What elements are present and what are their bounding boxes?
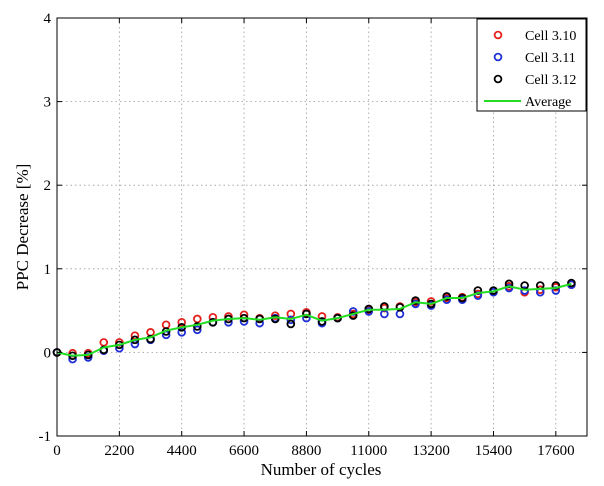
legend-label: Cell 3.10 xyxy=(525,29,576,44)
data-point xyxy=(146,334,155,344)
legend-marker xyxy=(493,52,503,62)
data-point xyxy=(192,322,202,331)
x-tick-label: 6600 xyxy=(229,443,259,459)
data-point xyxy=(286,309,296,319)
y-tick-label: 3 xyxy=(44,95,52,111)
axis-ticks: 0 2200 4400 6600 8800 11000 13200 15400 17600-10… xyxy=(39,11,587,459)
plot-frame xyxy=(56,17,588,437)
x-tick-label: 0 xyxy=(53,443,61,459)
legend-entry: Cell 3.11 xyxy=(493,51,576,66)
plot-series xyxy=(52,278,576,364)
data-point xyxy=(442,292,452,301)
y-tick-label: 2 xyxy=(44,178,52,194)
data-point xyxy=(177,328,187,337)
x-axis-label: Number of cycles xyxy=(261,460,382,479)
data-point xyxy=(286,315,296,325)
data-point xyxy=(567,278,576,288)
legend-entry: Cell 3.10 xyxy=(493,29,576,44)
legend-label: Average xyxy=(525,95,571,110)
x-tick-label: 8800 xyxy=(291,443,321,459)
y-tick-label: 1 xyxy=(44,262,52,278)
legend-marker xyxy=(493,74,503,84)
x-tick-label: 4400 xyxy=(167,443,197,459)
legend-label: Cell 3.11 xyxy=(525,51,576,66)
data-point xyxy=(302,309,311,319)
series-cell-3-12 xyxy=(52,278,576,361)
legend-entry: Average xyxy=(484,95,571,110)
series-cell-3-11 xyxy=(52,280,576,364)
series-line-average xyxy=(56,282,572,357)
data-point xyxy=(177,318,187,327)
legend-marker xyxy=(493,30,503,40)
x-tick-label: 2200 xyxy=(104,443,134,459)
x-tick-label: 15400 xyxy=(475,443,513,459)
data-point xyxy=(317,317,327,326)
data-point xyxy=(395,309,405,319)
data-point xyxy=(192,314,202,324)
data-point xyxy=(192,325,202,335)
legend-label: Cell 3.12 xyxy=(525,73,576,88)
data-point xyxy=(270,314,280,324)
data-point xyxy=(161,320,171,330)
x-tick-label: 11000 xyxy=(350,443,387,459)
x-tick-label: 17600 xyxy=(537,443,575,459)
x-tick-label: 13200 xyxy=(412,443,450,459)
data-point xyxy=(411,296,420,305)
legend-entry: Cell 3.12 xyxy=(493,73,576,88)
y-tick-label: 4 xyxy=(44,11,52,27)
legend: Cell 3.10 Cell 3.11 Cell 3.12 Average xyxy=(476,18,587,112)
data-point xyxy=(520,286,529,295)
data-point xyxy=(286,319,296,329)
y-tick-label: -1 xyxy=(39,429,52,445)
y-tick-label: 0 xyxy=(44,345,52,361)
y-axis-label: PPC Decrease [%] xyxy=(13,164,32,291)
data-point xyxy=(99,338,109,347)
data-point xyxy=(146,328,155,337)
